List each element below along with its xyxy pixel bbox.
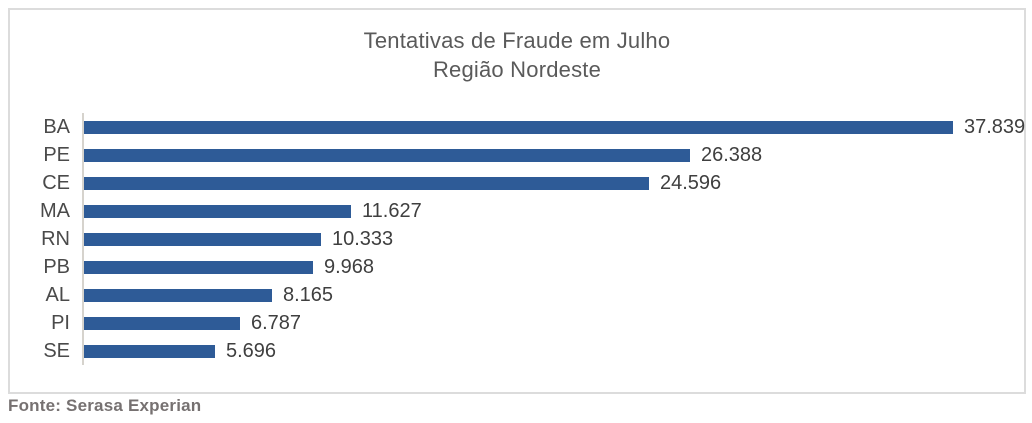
plot-cell: 8.165 bbox=[82, 281, 1014, 309]
plot-cell: 9.968 bbox=[82, 253, 1014, 281]
source-caption: Fonte: Serasa Experian bbox=[8, 396, 202, 415]
chart-row: SE 5.696 bbox=[10, 337, 1014, 365]
value-label: 6.787 bbox=[251, 311, 302, 334]
bar bbox=[84, 288, 272, 302]
bar bbox=[84, 120, 953, 134]
category-label: SE bbox=[43, 340, 70, 362]
bar bbox=[84, 316, 240, 330]
chart-row: BA 37.839 bbox=[10, 113, 1025, 141]
value-label: 5.696 bbox=[226, 339, 277, 362]
category-label: BA bbox=[43, 116, 70, 138]
plot-area: BA 37.839 PE 26.388 CE 24.596 MA 11.627 RN 10.333… bbox=[10, 113, 1025, 365]
chart-frame: Tentativas de Fraude em Julho Região Nor… bbox=[8, 8, 1026, 394]
plot-cell: 11.627 bbox=[82, 197, 1014, 225]
category-label: MA bbox=[40, 200, 70, 222]
chart-subtitle: Região Nordeste bbox=[432, 57, 602, 82]
chart-row: MA 11.627 bbox=[10, 197, 1014, 225]
chart-row: PB 9.968 bbox=[10, 253, 1014, 281]
category-label: CE bbox=[42, 172, 70, 194]
bar bbox=[84, 176, 649, 190]
bar bbox=[84, 260, 313, 274]
plot-cell: 5.696 bbox=[82, 337, 1014, 365]
category-label: PE bbox=[43, 144, 70, 166]
category-label: AL bbox=[45, 284, 70, 306]
chart-title-block: Tentativas de Fraude em Julho Região Nor… bbox=[10, 26, 1024, 84]
value-label: 8.165 bbox=[283, 283, 334, 306]
chart-row: PE 26.388 bbox=[10, 141, 1014, 169]
chart-row: AL 8.165 bbox=[10, 281, 1014, 309]
bar bbox=[84, 148, 690, 162]
plot-cell: 24.596 bbox=[82, 169, 1014, 197]
value-label: 11.627 bbox=[362, 199, 422, 222]
chart-row: PI 6.787 bbox=[10, 309, 1014, 337]
chart-row: RN 10.333 bbox=[10, 225, 1014, 253]
value-label: 9.968 bbox=[324, 255, 375, 278]
value-label: 37.839 bbox=[964, 115, 1026, 138]
bar bbox=[84, 232, 321, 246]
category-label: PB bbox=[43, 256, 70, 278]
category-label: RN bbox=[41, 228, 70, 250]
value-label: 24.596 bbox=[660, 171, 722, 194]
bar bbox=[84, 344, 215, 358]
plot-cell: 10.333 bbox=[82, 225, 1014, 253]
chart-title: Tentativas de Fraude em Julho bbox=[363, 28, 671, 53]
plot-cell: 6.787 bbox=[82, 309, 1014, 337]
value-label: 10.333 bbox=[332, 227, 394, 250]
plot-cell: 26.388 bbox=[82, 141, 1014, 169]
bar bbox=[84, 204, 351, 218]
chart-row: CE 24.596 bbox=[10, 169, 1014, 197]
category-label: PI bbox=[51, 312, 70, 334]
plot-cell: 37.839 bbox=[82, 113, 1025, 141]
value-label: 26.388 bbox=[701, 143, 763, 166]
